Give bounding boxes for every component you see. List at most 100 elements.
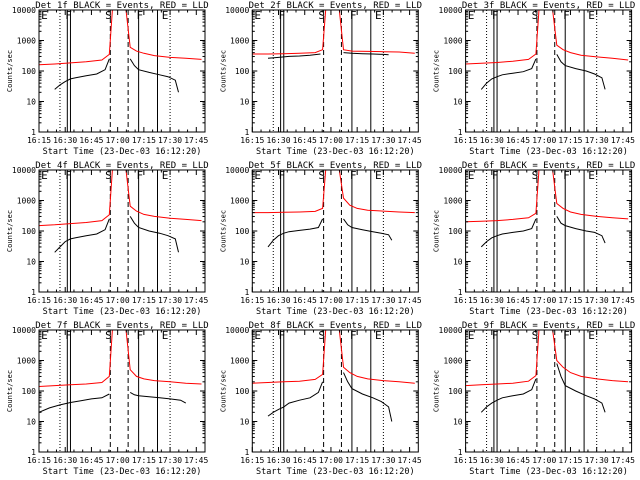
x-tick-label: 16:45 [506,296,530,305]
plot-frame [38,169,206,293]
x-tick-label: 17:45 [398,136,422,145]
x-tick-label: 17:15 [132,136,156,145]
x-tick-label: 17:45 [184,456,208,465]
x-axis-label: Start Time (23-Dec-03 16:12:20) [256,307,415,317]
y-tick-label: 100 [22,387,37,396]
x-axis-label: Start Time (23-Dec-03 16:12:20) [43,467,202,477]
series-events [480,58,537,90]
x-tick-label: 17:00 [319,456,343,465]
y-tick-label: 10000 [439,166,463,175]
series-events [129,216,179,253]
x-tick-label: 16:45 [506,136,530,145]
region-label-S: S [532,169,539,182]
x-tick-label: 16:15 [27,456,51,465]
plot-frame [251,329,419,453]
series-lld [338,330,415,384]
x-tick-label: 17:30 [158,296,182,305]
x-tick-label: 16:45 [293,136,317,145]
series-lld [39,10,113,66]
region-label-F: F [563,169,570,182]
y-tick-label: 10000 [12,166,36,175]
region-label-E: E [375,9,382,22]
y-tick-label: 1000 [230,357,249,366]
y-axis-label: Counts/sec [219,50,227,92]
region-label-E: E [375,169,382,182]
region-label-F: F [563,9,570,22]
y-tick-label: 10000 [12,6,36,15]
region-label-S: S [318,169,325,182]
x-tick-label: 17:45 [184,296,208,305]
panel-title: Det 7f BLACK = Events, RED = LLD [35,321,208,331]
plot-frame [38,329,206,453]
panel-det-3: Det 3f BLACK = Events, RED = LLD 1 10 100 10… [433,1,636,157]
x-tick-label: 17:00 [106,456,130,465]
region-label-E: E [468,169,475,182]
plot-frame [251,9,419,133]
y-axis-label: Counts/sec [6,210,14,252]
x-tick-label: 17:00 [532,296,556,305]
region-label-E: E [254,169,261,182]
x-tick-label: 16:30 [480,296,504,305]
x-tick-label: 16:45 [79,456,103,465]
y-tick-label: 10 [453,418,463,427]
y-tick-label: 100 [235,67,250,76]
series-lld [252,10,327,55]
region-label-E: E [375,329,382,342]
y-tick-label: 1 [244,288,249,297]
x-tick-label: 17:30 [585,296,609,305]
y-tick-label: 10000 [225,326,249,335]
series-events [556,216,606,244]
x-tick-label: 17:45 [611,456,635,465]
region-label-F: F [137,169,144,182]
series-events [480,378,537,413]
y-tick-label: 1000 [17,197,36,206]
series-events [556,54,606,90]
plot-frame [465,169,633,293]
y-tick-label: 10000 [439,6,463,15]
plot-frame [251,169,419,293]
region-label-E: E [41,9,48,22]
x-tick-label: 17:30 [371,296,395,305]
series-lld [252,330,327,384]
y-axis-label: Counts/sec [433,50,441,92]
x-tick-label: 16:30 [53,456,77,465]
y-tick-label: 1 [244,448,249,457]
x-tick-label: 16:15 [27,296,51,305]
series-events [556,363,606,413]
y-tick-label: 1 [31,288,36,297]
y-tick-label: 100 [235,387,250,396]
panel-title: Det 8f BLACK = Events, RED = LLD [249,321,422,331]
region-label-E: E [162,329,169,342]
region-label-E: E [41,329,48,342]
x-tick-label: 17:00 [319,296,343,305]
panel-det-5: Det 5f BLACK = Events, RED = LLD 1 10 100 10… [219,161,422,317]
y-tick-label: 10 [26,418,36,427]
x-tick-label: 17:15 [132,456,156,465]
x-tick-label: 16:15 [454,296,478,305]
panel-title: Det 5f BLACK = Events, RED = LLD [249,161,422,171]
series-lld [552,170,629,220]
x-tick-label: 16:30 [480,456,504,465]
series-events [54,58,110,90]
region-label-F: F [563,329,570,342]
x-tick-label: 17:15 [558,296,582,305]
x-tick-label: 16:30 [266,456,290,465]
region-label-F: F [279,169,286,182]
series-lld [552,330,629,383]
panel-det-9: Det 9f BLACK = Events, RED = LLD 1 10 100 10… [433,321,636,477]
x-tick-label: 16:30 [480,136,504,145]
y-tick-label: 1 [31,128,36,137]
region-label-E: E [468,9,475,22]
region-label-E: E [254,9,261,22]
x-tick-label: 17:30 [158,136,182,145]
series-lld [338,10,415,54]
x-tick-label: 17:30 [585,456,609,465]
x-tick-label: 17:00 [319,136,343,145]
y-tick-label: 10 [453,258,463,267]
x-tick-label: 16:15 [454,136,478,145]
series-events [129,58,179,93]
x-tick-label: 16:45 [79,296,103,305]
x-tick-label: 17:00 [106,296,130,305]
x-tick-label: 16:15 [240,456,264,465]
series-lld [125,330,202,385]
